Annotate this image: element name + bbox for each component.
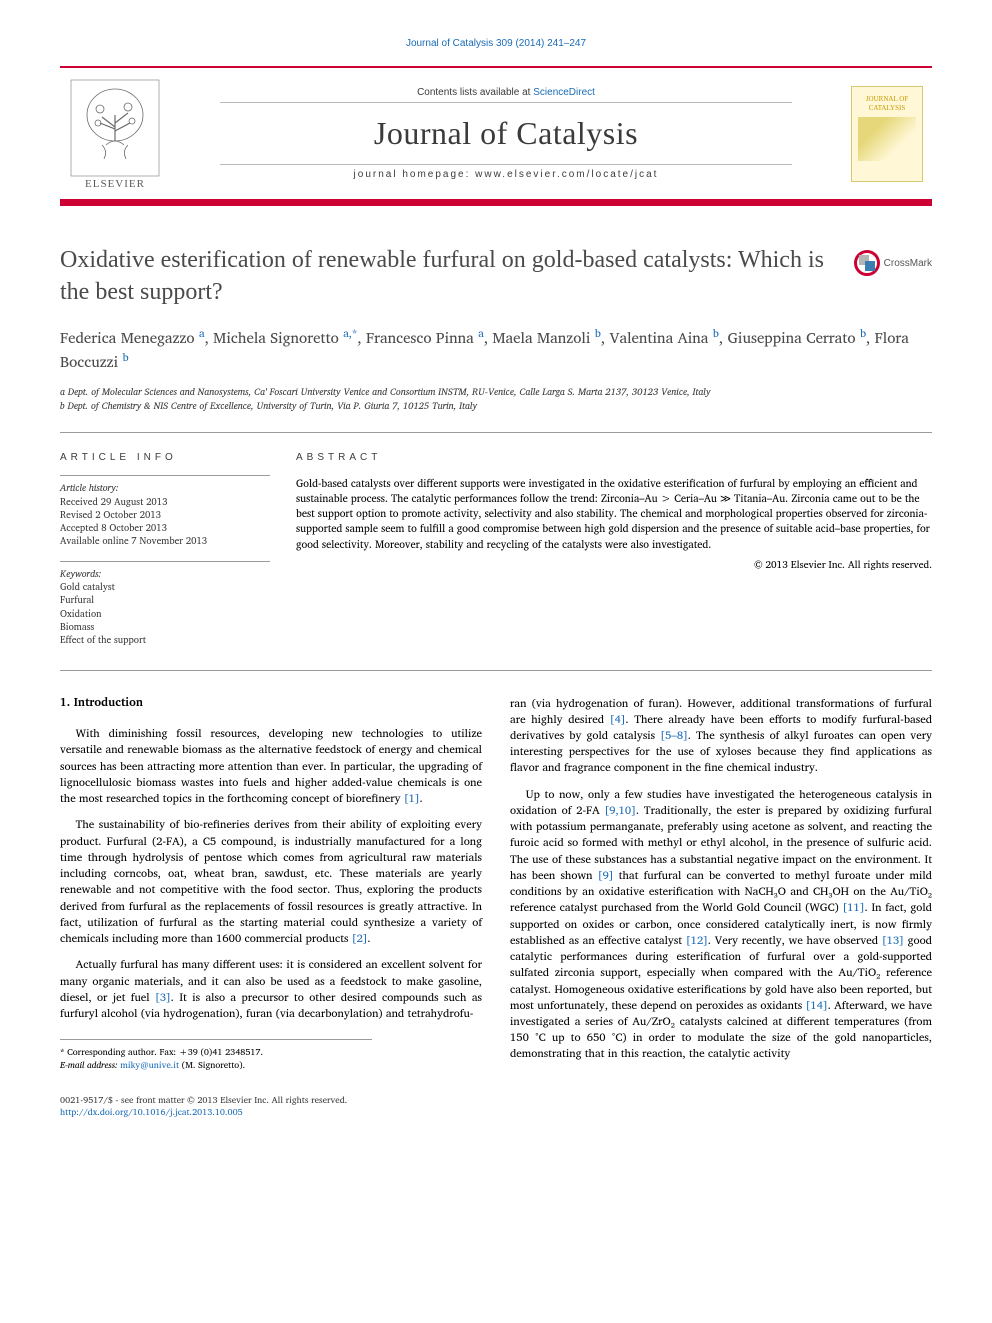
keywords-list: Gold catalyst Furfural Oxidation Biomass… [60, 581, 270, 647]
abstract-heading: ABSTRACT [296, 451, 932, 466]
journal-header-band: ELSEVIER Contents lists available at Sci… [60, 66, 932, 206]
cover-line1: JOURNAL OF [866, 95, 908, 104]
contents-prefix: Contents lists available at [417, 87, 533, 98]
corr-email-link[interactable]: miky@unive.it [120, 1057, 179, 1072]
journal-cover-thumbnail[interactable]: JOURNAL OF CATALYSIS [842, 68, 932, 199]
keywords-label: Keywords: [60, 568, 270, 581]
svg-text:ELSEVIER: ELSEVIER [85, 178, 145, 189]
authors-list: Federica Menegazzo a, Michela Signoretto… [60, 325, 932, 374]
section-heading-introduction: 1. Introduction [60, 695, 482, 712]
history-received: Received 29 August 2013 [60, 496, 270, 509]
info-abstract-row: ARTICLE INFO Article history: Received 2… [60, 433, 932, 647]
cover-box: JOURNAL OF CATALYSIS [851, 86, 923, 182]
title-block: Oxidative esterification of renewable fu… [60, 244, 932, 309]
journal-name: Journal of Catalysis [374, 115, 638, 152]
corr-email-line: E-mail address: miky@unive.it (M. Signor… [60, 1059, 372, 1072]
abstract-column: ABSTRACT Gold-based catalysts over diffe… [296, 451, 932, 647]
cover-art-icon [858, 117, 916, 161]
article-info-heading: ARTICLE INFO [60, 451, 270, 465]
history-online: Available online 7 November 2013 [60, 535, 270, 548]
homepage-url: www.elsevier.com/locate/jcat [475, 169, 658, 180]
elsevier-tree-icon: ELSEVIER [70, 79, 160, 189]
body-two-columns: 1. Introduction With diminishing fossil … [60, 695, 932, 1072]
crossmark-label: CrossMark [884, 258, 932, 269]
affiliations: a Dept. of Molecular Sciences and Nanosy… [60, 386, 932, 415]
left-column: 1. Introduction With diminishing fossil … [60, 695, 482, 1072]
elsevier-logo[interactable]: ELSEVIER [60, 68, 170, 199]
homepage-prefix: journal homepage: [354, 169, 476, 180]
abstract-text: Gold-based catalysts over different supp… [296, 476, 932, 552]
right-column: ran (via hydrogenation of furan). Howeve… [510, 695, 932, 1072]
affiliation-b: b Dept. of Chemistry & NIS Centre of Exc… [60, 400, 932, 414]
affiliation-a: a Dept. of Molecular Sciences and Nanosy… [60, 386, 932, 400]
history-revised: Revised 2 October 2013 [60, 509, 270, 522]
cover-line2: CATALYSIS [869, 104, 905, 113]
paragraph: With diminishing fossil resources, devel… [60, 725, 482, 806]
citation-link: Journal of Catalysis 309 (2014) 241–247 [0, 0, 992, 66]
keyword: Gold catalyst [60, 581, 270, 594]
abstract-copyright: © 2013 Elsevier Inc. All rights reserved… [296, 558, 932, 573]
email-label: E-mail address: [60, 1057, 120, 1072]
history-accepted: Accepted 8 October 2013 [60, 522, 270, 535]
sciencedirect-link[interactable]: ScienceDirect [533, 87, 595, 98]
paragraph: The sustainability of bio-refineries der… [60, 816, 482, 946]
paragraph: Actually furfural has many different use… [60, 956, 482, 1021]
history-label: Article history: [60, 482, 270, 495]
keyword: Effect of the support [60, 634, 270, 647]
article-info-column: ARTICLE INFO Article history: Received 2… [60, 451, 270, 647]
keyword: Biomass [60, 621, 270, 634]
header-center: Contents lists available at ScienceDirec… [170, 68, 842, 199]
crossmark-icon [854, 250, 880, 276]
article-title: Oxidative esterification of renewable fu… [60, 244, 932, 309]
citation-link-text[interactable]: Journal of Catalysis 309 (2014) 241–247 [406, 38, 586, 49]
doi-link[interactable]: http://dx.doi.org/10.1016/j.jcat.2013.10… [60, 1104, 243, 1119]
crossmark-badge[interactable]: CrossMark [854, 250, 932, 276]
keyword: Oxidation [60, 608, 270, 621]
keyword: Furfural [60, 594, 270, 607]
divider [60, 670, 932, 671]
corresponding-author-footnote: * Corresponding author. Fax: +39 (0)41 2… [60, 1039, 372, 1071]
page-footer: 0021-9517/$ - see front matter © 2013 El… [60, 1094, 932, 1119]
journal-homepage-line: journal homepage: www.elsevier.com/locat… [220, 164, 791, 180]
email-suffix: (M. Signoretto). [179, 1057, 245, 1072]
paragraph: Up to now, only a few studies have inves… [510, 786, 932, 1062]
contents-available-line: Contents lists available at ScienceDirec… [220, 87, 791, 103]
paragraph: ran (via hydrogenation of furan). Howeve… [510, 695, 932, 776]
